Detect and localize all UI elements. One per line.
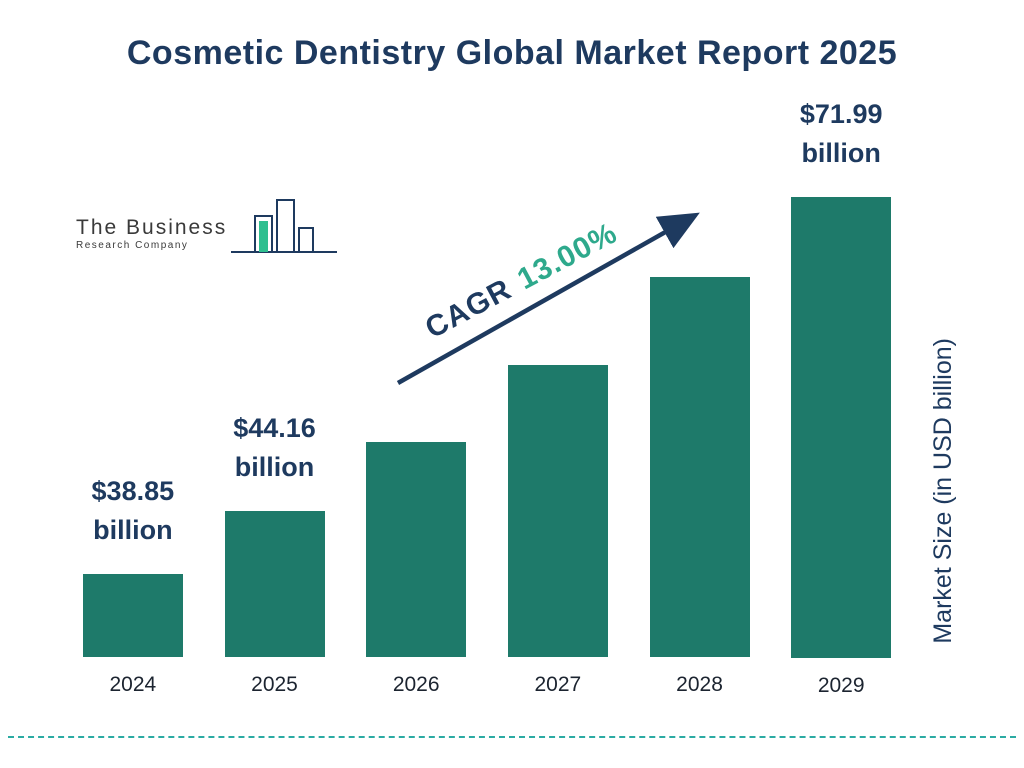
logo-name: The Business (76, 216, 228, 239)
bar-column-2024: $38.85 billion 2024 (62, 95, 204, 702)
y-axis-label: Market Size (in USD billion) (929, 338, 957, 644)
bottom-dashed-divider (8, 736, 1016, 738)
bar-column-2028: 2028 (629, 95, 771, 702)
category-label: 2024 (109, 673, 157, 696)
bar (224, 511, 325, 657)
bar (791, 197, 892, 659)
logo-text: The Business Research Company (76, 216, 227, 265)
value-label: $38.85 billion (91, 475, 175, 545)
bar (649, 277, 750, 657)
category-label: 2027 (534, 673, 582, 696)
bar (507, 365, 608, 657)
bar-column-2026: 2026 (345, 95, 487, 702)
bar-column-2027: 2027 (487, 95, 629, 702)
bar-column-2025: $44.16 billion 2025 (204, 95, 346, 702)
category-label: 2029 (817, 674, 865, 698)
logo-subname: Research Company (76, 240, 189, 251)
bar-chart: $38.85 billion 2024 $44.16 billion 2025 2026 20… (62, 95, 912, 702)
company-logo: The Business Research Company (76, 196, 341, 265)
category-label: 2026 (392, 673, 440, 696)
category-label: 2025 (251, 673, 298, 696)
category-label: 2028 (676, 673, 723, 696)
logo-bars-icon (231, 196, 341, 265)
value-label: $44.16 billion (233, 412, 316, 482)
bar (366, 442, 467, 657)
page-title: Cosmetic Dentistry Global Market Report … (126, 34, 898, 72)
value-label: $71.99 billion (799, 99, 883, 169)
bar-column-2029: $71.99 billion 2029 (770, 95, 912, 702)
bar (82, 574, 183, 657)
